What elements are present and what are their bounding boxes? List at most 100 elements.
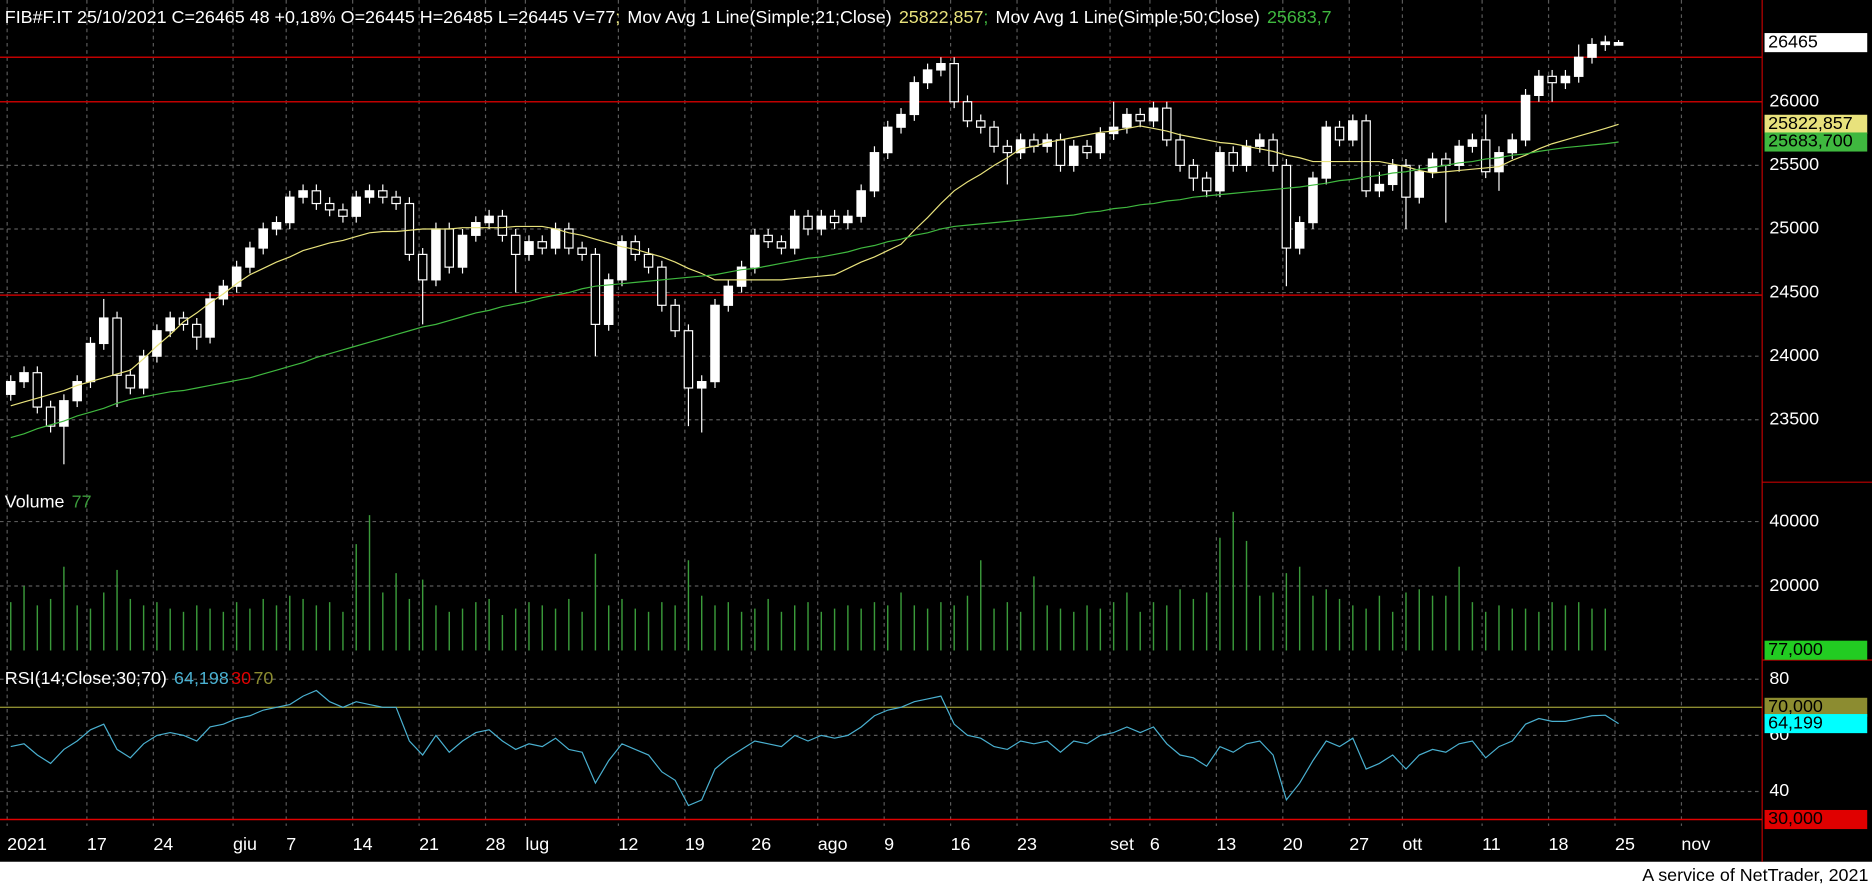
candle-body xyxy=(856,190,866,217)
last-price-box xyxy=(1764,33,1868,53)
separator: ; xyxy=(983,7,988,27)
x-tick-label: 28 xyxy=(486,834,506,854)
x-tick-label: 26 xyxy=(751,834,771,854)
candle-body xyxy=(1507,139,1518,154)
candle-body xyxy=(936,63,946,71)
x-tick-label: nov xyxy=(1681,834,1710,854)
x-tick-label: 27 xyxy=(1349,834,1369,854)
candle-body xyxy=(975,120,986,128)
legend-value: 77 xyxy=(72,491,92,511)
candle-body xyxy=(364,190,375,198)
candle-body xyxy=(32,372,43,408)
candle-body xyxy=(471,222,481,236)
candle-body xyxy=(1334,126,1345,141)
y-tick-label: 26000 xyxy=(1769,91,1819,111)
x-tick-label: 2021 xyxy=(7,834,47,854)
candle-body xyxy=(1494,152,1504,173)
y-tick-label: 24500 xyxy=(1769,281,1819,301)
x-tick-label: 12 xyxy=(618,834,638,854)
candle-body xyxy=(1348,120,1358,141)
x-tick-label: 9 xyxy=(884,834,894,854)
candle-body xyxy=(324,202,335,211)
candle-body xyxy=(1600,41,1611,46)
candle-body xyxy=(723,285,734,306)
candle-body xyxy=(1454,145,1464,166)
candle-body xyxy=(763,234,773,243)
y-tick-label: 23500 xyxy=(1769,409,1819,429)
y-tick-label: 25500 xyxy=(1769,154,1819,174)
candle-body xyxy=(524,241,534,256)
candle-body xyxy=(1122,113,1132,128)
candle-body xyxy=(1215,152,1225,192)
candle-body xyxy=(816,215,827,230)
candle-body xyxy=(1573,56,1584,77)
candle-body xyxy=(205,298,215,338)
ma-axis-label: 25683,700 xyxy=(1768,131,1853,151)
candle-body xyxy=(670,304,680,332)
candle-body xyxy=(1547,75,1557,84)
y-tick-label: 40 xyxy=(1769,780,1789,800)
candle-body xyxy=(191,323,202,338)
candle-body xyxy=(1135,113,1145,122)
candle-body xyxy=(1480,139,1491,173)
legend-value: 64,198 xyxy=(174,668,229,688)
candle-body xyxy=(285,196,295,224)
candle-body xyxy=(1068,145,1079,166)
candle-body xyxy=(989,126,999,147)
candle-body xyxy=(896,113,906,128)
candle-body xyxy=(1427,158,1438,173)
candle-body xyxy=(683,330,694,389)
candle-body xyxy=(750,234,760,268)
candle-body xyxy=(1534,75,1544,97)
candle-body xyxy=(843,215,853,224)
candle-body xyxy=(577,247,587,256)
candle-body xyxy=(1520,94,1531,141)
candle-body xyxy=(1401,164,1411,198)
candle-body xyxy=(484,215,494,224)
level-axis-label: 30,000 xyxy=(1768,808,1823,828)
level-legend: 30 xyxy=(231,668,251,688)
legend-value: 25683,7 xyxy=(1267,7,1332,27)
candle-body xyxy=(710,304,720,383)
candle-body xyxy=(45,406,56,427)
level-axis-label: 70,000 xyxy=(1768,696,1823,716)
candle-body xyxy=(643,253,654,268)
candle-body xyxy=(1175,139,1185,166)
candle-body xyxy=(1162,107,1172,141)
candle-body xyxy=(404,202,415,256)
x-tick-label: 6 xyxy=(1150,834,1160,854)
candle-body xyxy=(112,317,122,376)
candle-body xyxy=(630,241,641,256)
ma-axis-label: 25822,857 xyxy=(1768,113,1853,133)
x-tick-label: 24 xyxy=(153,834,173,854)
candle-body xyxy=(5,381,16,395)
ma-axis-label-box xyxy=(1764,132,1868,152)
candle-body xyxy=(152,330,162,357)
volume-axis-label: 77,000 xyxy=(1768,639,1823,659)
candle-body xyxy=(1002,145,1013,154)
candle-body xyxy=(1321,126,1332,179)
candle-body xyxy=(218,285,229,300)
candle-body xyxy=(378,190,388,198)
x-tick-label: ago xyxy=(818,834,848,854)
candle-body xyxy=(510,234,521,256)
footer-bar xyxy=(0,861,1872,888)
rsi-axis-label-box xyxy=(1764,714,1868,734)
candle-body xyxy=(1467,139,1478,147)
candle-body xyxy=(1294,222,1305,249)
candle-body xyxy=(603,279,614,325)
candle-body xyxy=(657,266,667,306)
candle-body xyxy=(245,247,255,268)
y-tick-label: 80 xyxy=(1769,668,1789,688)
separator: ; xyxy=(615,7,620,27)
legend-name: RSI(14;Close;30;70) xyxy=(5,668,167,688)
x-tick-label: set xyxy=(1110,834,1134,854)
x-tick-label: 18 xyxy=(1549,834,1569,854)
candle-body xyxy=(298,190,308,198)
x-tick-label: 23 xyxy=(1017,834,1037,854)
candle-body xyxy=(550,228,561,249)
candle-body xyxy=(1255,139,1265,147)
candle-body xyxy=(231,266,242,287)
